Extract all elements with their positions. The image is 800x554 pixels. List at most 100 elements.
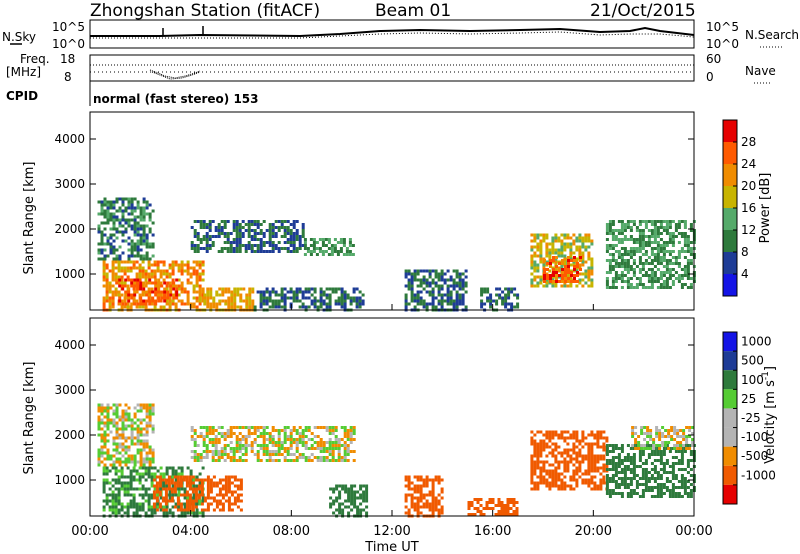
heatmap-cell xyxy=(554,260,558,264)
heatmap-cell xyxy=(193,444,197,447)
heatmap-cell xyxy=(413,275,417,279)
heatmap-cell xyxy=(542,284,546,288)
heatmap-cell xyxy=(662,253,666,256)
heatmap-cell xyxy=(236,493,240,497)
heatmap-cell xyxy=(97,224,101,228)
heatmap-cell xyxy=(575,478,579,482)
heatmap-cell xyxy=(190,247,194,250)
heatmap-cell xyxy=(142,200,146,204)
heatmap-cell xyxy=(205,450,209,453)
heatmap-cell xyxy=(230,475,234,479)
heatmap-cell xyxy=(623,262,627,265)
heatmap-cell xyxy=(142,406,146,410)
heatmap-cell xyxy=(127,296,131,300)
heatmap-cell xyxy=(587,478,591,482)
heatmap-cell xyxy=(650,229,654,232)
heatmap-cell xyxy=(581,272,585,276)
heatmap-cell xyxy=(144,278,148,282)
heatmap-cell xyxy=(647,268,651,271)
heatmap-cell xyxy=(365,493,369,497)
heatmap-cell xyxy=(147,493,151,497)
heatmap-cell xyxy=(509,507,513,510)
heatmap-cell xyxy=(133,230,137,234)
heatmap-cell xyxy=(563,236,567,240)
heatmap-cell xyxy=(185,490,189,494)
heatmap-cell xyxy=(656,474,660,477)
heatmap-cell xyxy=(328,426,332,429)
heatmap-cell xyxy=(546,274,549,277)
heatmap-cell xyxy=(346,450,350,453)
heatmap-cell xyxy=(404,484,408,488)
heatmap-cell xyxy=(289,296,293,300)
heatmap-cell xyxy=(653,477,657,480)
heatmap-cell xyxy=(635,250,639,253)
heatmap-cell xyxy=(152,502,156,506)
heatmap-cell xyxy=(271,441,275,444)
heatmap-cell xyxy=(605,439,609,443)
heatmap-cell xyxy=(617,274,621,277)
heatmap-cell xyxy=(148,227,152,231)
heatmap-cell xyxy=(614,486,618,489)
heatmap-cell xyxy=(120,484,124,488)
heatmap-cell xyxy=(238,447,242,450)
heatmap-cell xyxy=(135,275,139,279)
heatmap-cell xyxy=(346,429,350,432)
heatmap-cell xyxy=(105,275,109,279)
heatmap-cell xyxy=(201,287,205,291)
heatmap-cell xyxy=(198,293,202,297)
heatmap-cell xyxy=(286,447,290,450)
heatmap-cell xyxy=(205,226,209,229)
heatmap-cell xyxy=(416,484,420,488)
heatmap-cell xyxy=(127,299,131,303)
heatmap-cell xyxy=(343,453,347,456)
heatmap-cell xyxy=(238,226,242,229)
heatmap-cell xyxy=(239,481,243,485)
noise-search-line xyxy=(90,31,695,39)
heatmap-cell xyxy=(188,487,192,491)
heatmap-cell xyxy=(346,438,350,441)
heatmap-cell xyxy=(100,209,104,213)
heatmap-cell xyxy=(608,244,612,247)
heatmap-cell xyxy=(223,450,227,453)
heatmap-cell xyxy=(298,238,302,241)
heatmap-cell xyxy=(416,293,420,297)
heatmap-cell xyxy=(593,460,597,464)
heatmap-cell xyxy=(643,447,647,450)
heatmap-cell xyxy=(581,239,585,243)
heatmap-cell xyxy=(230,296,234,300)
heatmap-cell xyxy=(248,290,252,294)
heatmap-cell xyxy=(515,510,519,513)
heatmap-cell xyxy=(190,226,194,229)
heatmap-cell xyxy=(135,472,139,476)
heatmap-cell xyxy=(145,242,149,246)
heatmap-cell xyxy=(141,496,145,500)
heatmap-cell xyxy=(202,235,206,238)
heatmap-cell xyxy=(145,403,149,407)
heatmap-cell xyxy=(572,442,576,446)
heatmap-cell xyxy=(563,475,567,479)
heatmap-cell xyxy=(138,502,142,506)
heatmap-cell xyxy=(102,490,106,494)
heatmap-cell xyxy=(233,499,237,503)
heatmap-cell xyxy=(188,493,192,497)
heatmap-cell xyxy=(198,260,202,264)
heatmap-cell xyxy=(236,290,240,294)
heatmap-cell xyxy=(97,242,101,246)
nave-dip-2 xyxy=(151,71,201,80)
heatmap-cell xyxy=(593,475,597,479)
heatmap-cell xyxy=(605,244,609,247)
heatmap-cell xyxy=(539,254,543,258)
heatmap-cell xyxy=(203,302,207,306)
heatmap-cell xyxy=(617,483,621,486)
heatmap-cell xyxy=(437,493,441,497)
nave-tick-60: 60 xyxy=(706,52,721,66)
heatmap-cell xyxy=(215,502,219,506)
heatmap-cell xyxy=(467,513,471,516)
heatmap-cell xyxy=(115,209,119,213)
heatmap-cell xyxy=(226,429,230,432)
heatmap-cell xyxy=(185,481,189,485)
heatmap-cell xyxy=(190,438,194,441)
heatmap-cell xyxy=(133,245,137,249)
heatmap-cell xyxy=(193,441,197,444)
heatmap-cell xyxy=(271,438,275,441)
